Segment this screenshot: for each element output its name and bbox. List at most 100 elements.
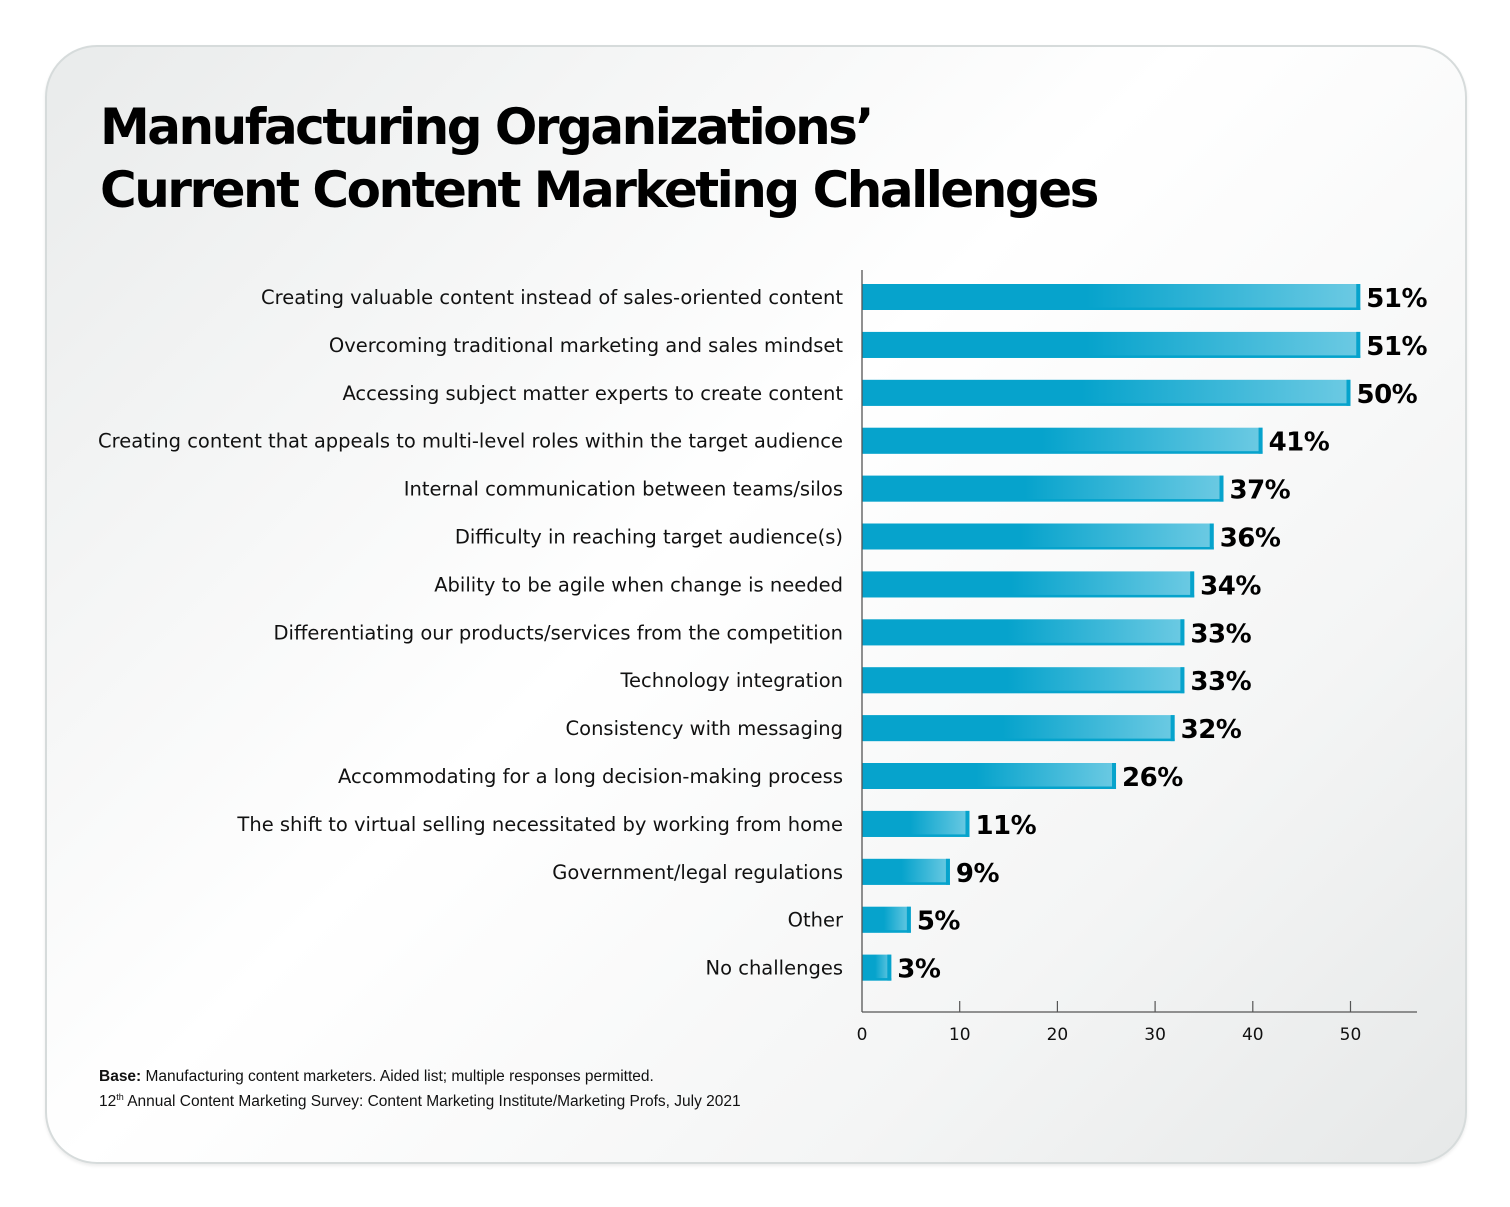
footnote-source: 12th Annual Content Marketing Survey: Co… [99, 1092, 741, 1111]
category-label: Ability to be agile when change is neede… [434, 573, 843, 596]
bar-bottom-edge [862, 499, 1224, 502]
bar-end-cap [945, 858, 950, 885]
bar-bottom-edge [862, 930, 911, 933]
bar-end-cap [1346, 379, 1351, 406]
bar-bottom-edge [862, 978, 892, 981]
data-label: 32% [1181, 715, 1242, 745]
bar-bottom-edge [862, 355, 1361, 358]
bar-end-cap [1258, 427, 1263, 454]
bar [862, 858, 950, 885]
data-label: 41% [1269, 428, 1330, 458]
category-label: Consistency with messaging [566, 717, 843, 740]
source-text: Annual Content Marketing Survey: Content… [123, 1093, 741, 1111]
bar-row: Accommodating for a long decision-making… [338, 763, 1184, 793]
bar [862, 379, 1351, 406]
data-label: 9% [956, 859, 1000, 889]
bar [862, 331, 1361, 358]
bar-end-cap [1190, 571, 1195, 598]
bar-row: Overcoming traditional marketing and sal… [329, 331, 1428, 362]
data-label: 51% [1366, 332, 1427, 362]
data-label: 33% [1190, 619, 1251, 649]
category-label: Internal communication between teams/sil… [404, 478, 843, 501]
x-tick-label: 0 [857, 1025, 868, 1045]
bar [862, 284, 1361, 310]
bar-bottom-edge [862, 690, 1185, 694]
bar [862, 619, 1185, 646]
source-superscript: th [116, 1092, 124, 1102]
bar-row: Other 5% [788, 906, 961, 937]
bar-bottom-edge [862, 594, 1195, 598]
bar [862, 810, 970, 837]
bar-bottom-edge [862, 547, 1214, 550]
chart-card [45, 45, 1467, 1164]
data-label: 26% [1122, 763, 1183, 793]
data-label: 5% [917, 907, 961, 937]
bar-row: Ability to be agile when change is neede… [434, 571, 1262, 601]
bar-bottom-edge [862, 738, 1175, 742]
category-label: Other [788, 909, 844, 932]
category-label: Government/legal regulations [552, 861, 843, 884]
category-label: Creating valuable content instead of sal… [261, 286, 843, 309]
category-label: Difficulty in reaching target audience(s… [455, 526, 843, 549]
x-tick-label: 10 [949, 1025, 971, 1045]
footnote-base: Base: Manufacturing content marketers. A… [99, 1068, 654, 1086]
category-label: Technology integration [619, 669, 843, 692]
bar [862, 763, 1117, 789]
x-tick-label: 30 [1144, 1025, 1166, 1045]
bar-row: No challenges 3% [706, 954, 941, 985]
category-label: No challenges [706, 957, 843, 980]
bar-row: Technology integration 33% [619, 667, 1252, 697]
bar [862, 523, 1214, 550]
source-number: 12 [99, 1093, 117, 1111]
bar-end-cap [1180, 667, 1185, 694]
bar [862, 475, 1224, 502]
bar-row: Consistency with messaging 32% [566, 715, 1242, 745]
bar-end-cap [906, 906, 911, 933]
category-label: Overcoming traditional marketing and sal… [329, 334, 843, 357]
data-label: 51% [1366, 284, 1427, 314]
bar-end-cap [1356, 331, 1361, 358]
category-label: Accommodating for a long decision-making… [338, 765, 843, 788]
bar-row: Difficulty in reaching target audience(s… [455, 523, 1281, 554]
data-label: 34% [1200, 571, 1261, 601]
data-label: 11% [975, 811, 1036, 841]
bar-row: Differentiating our products/services fr… [274, 619, 1252, 649]
bar-bottom-edge [862, 786, 1117, 789]
bar-end-cap [887, 954, 892, 981]
bar-end-cap [1219, 475, 1224, 502]
data-label: 50% [1357, 380, 1418, 410]
bar-row: Accessing subject matter experts to crea… [342, 379, 1418, 410]
bar [862, 954, 892, 981]
bar-bottom-edge [862, 403, 1351, 406]
x-tick-label: 50 [1340, 1025, 1362, 1045]
bar [862, 667, 1185, 694]
bar-row: Government/legal regulations 9% [552, 858, 1000, 889]
bar-row: Creating valuable content instead of sal… [261, 284, 1428, 314]
bar-end-cap [1356, 284, 1361, 310]
data-label: 37% [1229, 476, 1290, 506]
base-label: Base: [99, 1068, 142, 1085]
bar [862, 715, 1175, 742]
bar-bottom-edge [862, 307, 1361, 310]
bar-end-cap [1112, 763, 1117, 789]
x-tick-label: 40 [1242, 1025, 1264, 1045]
data-label: 36% [1220, 524, 1281, 554]
bar-bottom-edge [862, 642, 1185, 646]
title-line-2: Current Content Marketing Challenges [100, 161, 1099, 219]
bar [862, 906, 911, 933]
bar-end-cap [1180, 619, 1185, 646]
category-label: Accessing subject matter experts to crea… [342, 382, 843, 405]
category-label: Creating content that appeals to multi-l… [98, 430, 843, 453]
bar [862, 571, 1195, 598]
data-label: 33% [1190, 667, 1251, 697]
bar-end-cap [1170, 715, 1175, 742]
title-line-1: Manufacturing Organizations’ [100, 98, 874, 156]
bar-bottom-edge [862, 451, 1263, 454]
bar-row: The shift to virtual selling necessitate… [236, 810, 1037, 841]
bar-end-cap [965, 810, 970, 837]
bar [862, 427, 1263, 454]
bar-end-cap [1209, 523, 1214, 550]
data-label: 3% [897, 955, 941, 985]
bar-bottom-edge [862, 882, 950, 885]
